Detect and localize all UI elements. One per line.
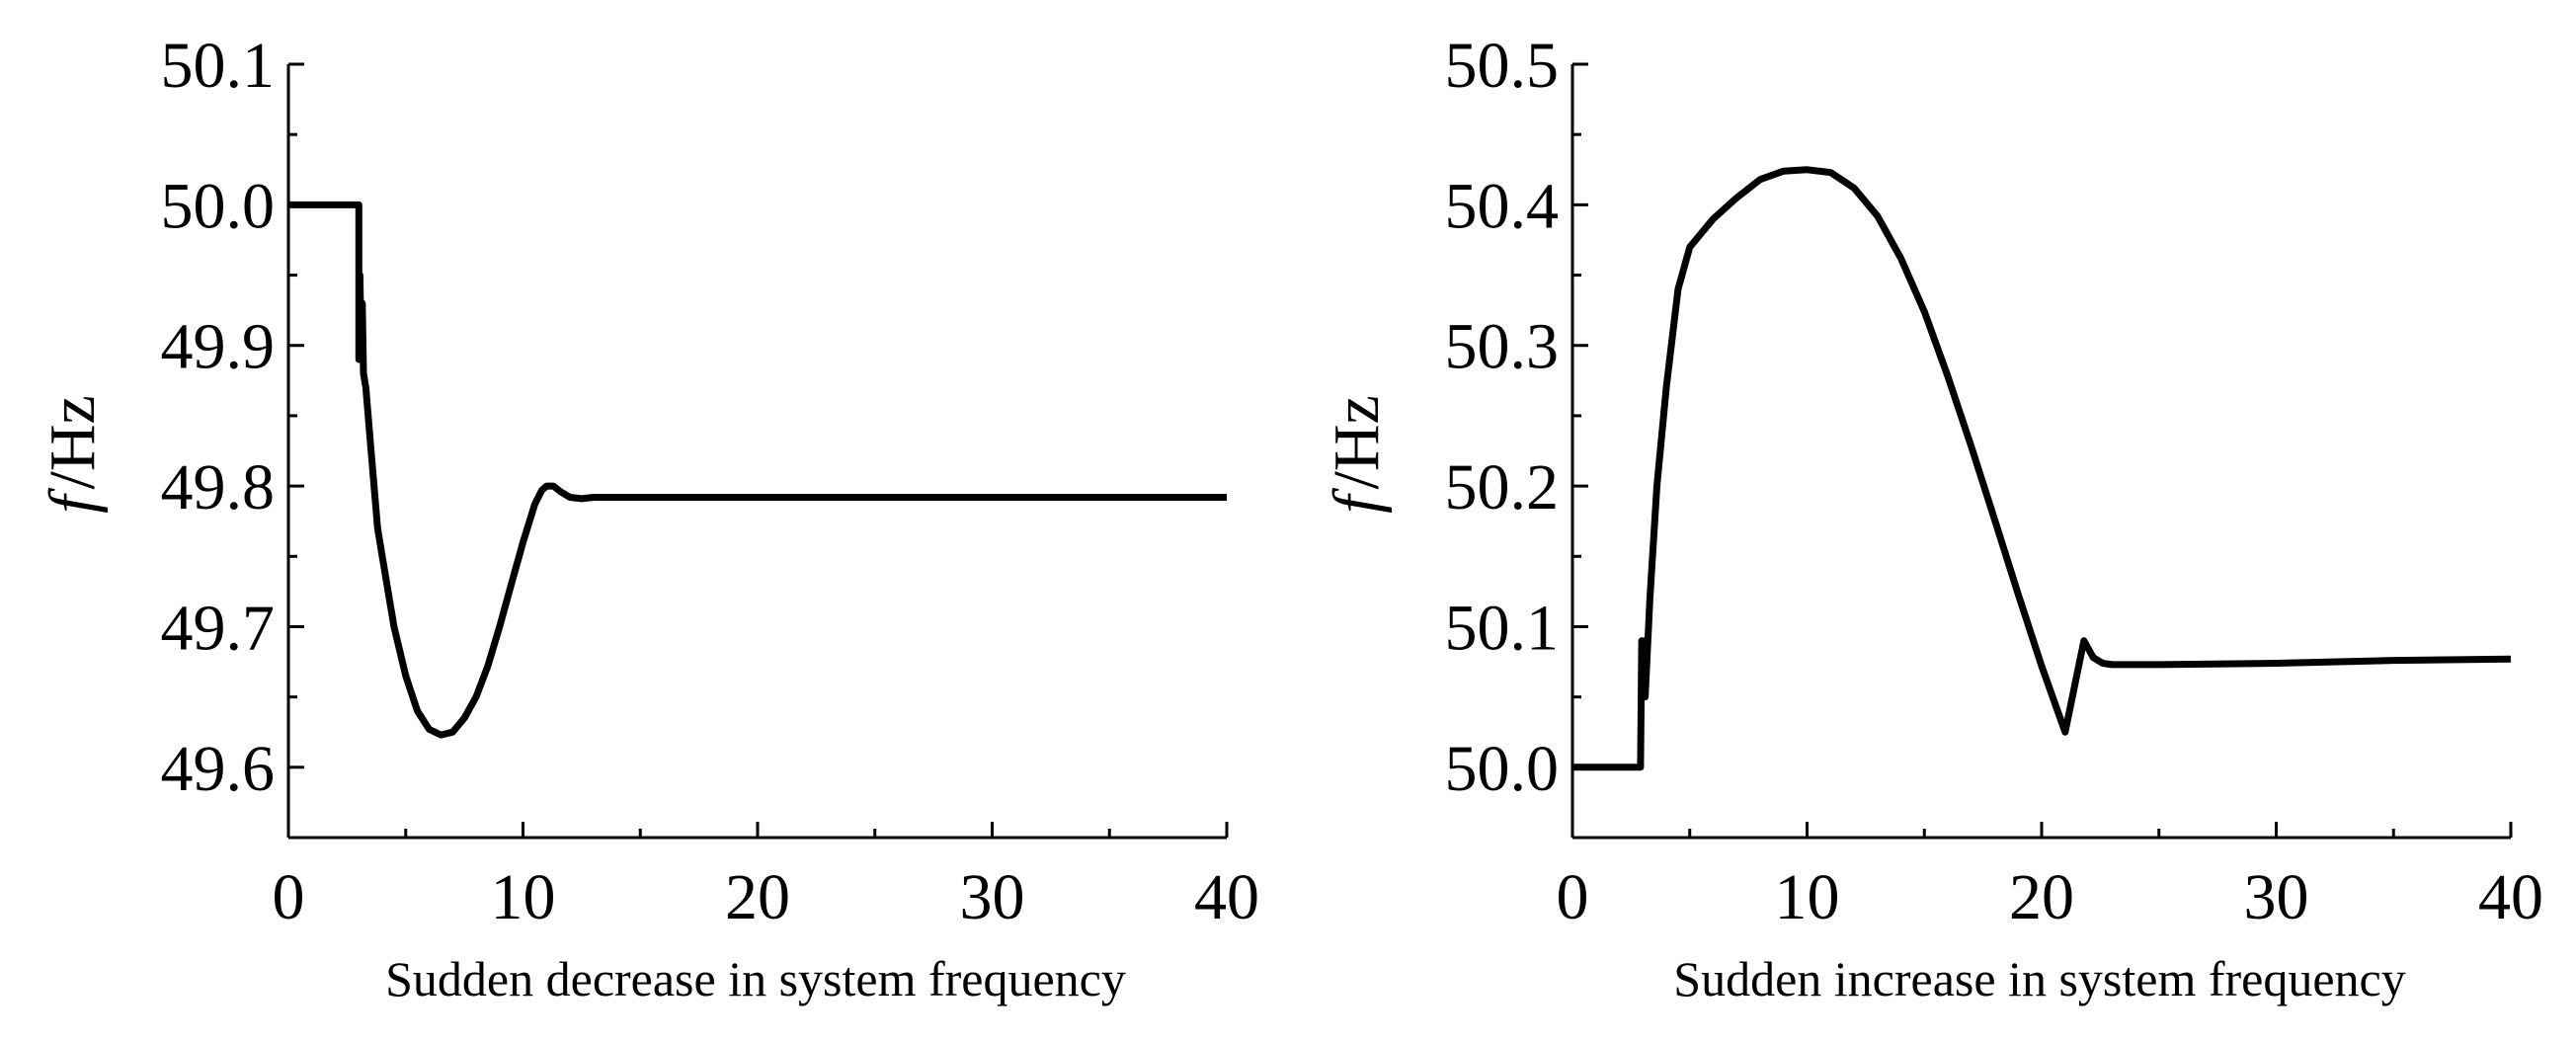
y-tick-label: 50.0 — [161, 170, 276, 242]
y-tick-label: 49.7 — [161, 592, 276, 664]
y-tick-label: 50.4 — [1445, 170, 1560, 242]
x-tick-label: 30 — [2244, 861, 2309, 933]
x-tick-label: 40 — [1194, 861, 1259, 933]
y-tick-label: 49.6 — [161, 733, 276, 805]
x-axis-label: Sudden decrease in system frequency — [385, 951, 1126, 1006]
y-axis-label-symbol: f — [37, 488, 109, 514]
x-axis-label: Sudden increase in system frequency — [1673, 951, 2405, 1006]
y-tick-label: 49.8 — [161, 451, 276, 523]
y-axis-label-unit: /Hz — [37, 395, 109, 489]
y-tick-label: 50.0 — [1445, 733, 1560, 805]
x-tick-label: 0 — [273, 861, 305, 933]
x-tick-label: 30 — [960, 861, 1025, 933]
y-axis-label-symbol: f — [1321, 488, 1393, 514]
chart-1: 49.6 49.7 49.8 49.9 50.0 50.1 0 10 20 30 40 f/Hz Sud… — [37, 30, 1259, 1006]
x-tick-label: 20 — [2009, 861, 2074, 933]
series-line — [288, 201, 1227, 739]
x-tick-label: 10 — [1775, 861, 1840, 933]
x-tick-label: 10 — [491, 861, 556, 933]
y-axis-label: f/Hz — [1321, 395, 1393, 514]
x-tick-label: 0 — [1557, 861, 1589, 933]
chart-2: 50.0 50.1 50.2 50.3 50.4 50.5 0 10 20 30 40 f/Hz Sud… — [1321, 30, 2543, 1006]
x-tick-label: 20 — [725, 861, 790, 933]
y-axis-label-unit: /Hz — [1321, 395, 1393, 489]
y-tick-label: 50.2 — [1445, 451, 1560, 523]
y-axis-label: f/Hz — [37, 395, 109, 514]
series-line — [1572, 166, 2512, 771]
y-tick-label: 50.1 — [161, 30, 276, 102]
y-tick-label: 49.9 — [161, 311, 276, 383]
x-tick-label: 40 — [2478, 861, 2543, 933]
y-tick-label: 50.5 — [1445, 30, 1560, 102]
y-tick-label: 50.1 — [1445, 592, 1560, 664]
y-tick-label: 50.3 — [1445, 311, 1560, 383]
